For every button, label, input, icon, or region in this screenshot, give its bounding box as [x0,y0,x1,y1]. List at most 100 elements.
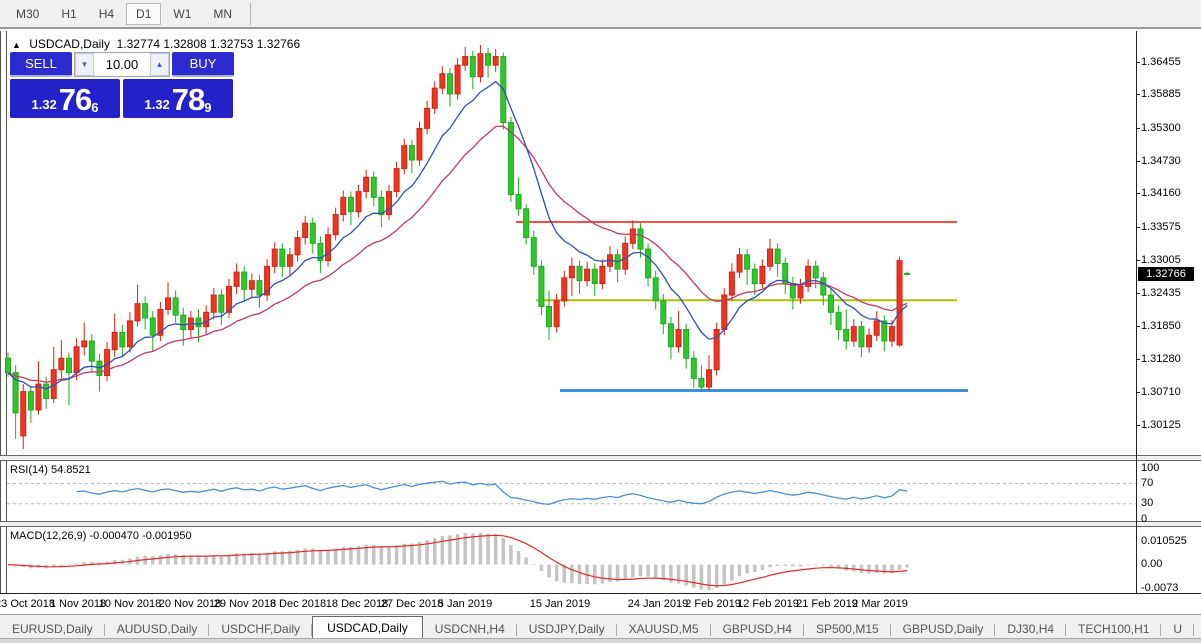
chart-tab-usdcnh-h4[interactable]: USDCNH,H4 [423,618,517,639]
candle [515,193,522,210]
macd-indicator-chart[interactable] [0,528,1201,593]
candle [591,268,598,285]
timeframe-button-h4[interactable]: H4 [98,6,115,21]
candle [149,317,156,336]
chart-tab-usdcad-daily[interactable]: USDCAD,Daily [312,616,423,639]
candle [797,285,804,299]
panel-splitter[interactable] [0,455,1201,461]
candle [111,331,118,351]
sell-price-pip: 6 [91,100,99,115]
candle [469,56,476,78]
panel-splitter[interactable] [0,521,1201,527]
chart-symbol-label: USDCAD,Daily [29,37,110,51]
macd-signal-line [7,534,908,587]
candle [58,357,65,371]
candle [652,277,659,302]
candle [210,294,217,313]
candle [568,265,575,279]
candle [309,222,316,244]
timeframe-button-h1[interactable]: H1 [61,6,77,21]
sell-quote[interactable]: 1.32 76 6 [10,79,120,118]
price-axis-tick [1136,392,1140,393]
chart-bottom-border [0,593,1201,594]
candle [706,369,713,388]
macd-axis-label: -0.0073 [1141,582,1179,594]
rsi-indicator-chart[interactable] [0,462,1201,521]
chart-tab-eurusd-daily[interactable]: EURUSD,Daily [0,618,105,639]
volume-decrease-icon[interactable]: ▼ [75,53,94,76]
chart-tab-gbpusd-h4[interactable]: GBPUSD,H4 [711,618,805,639]
date-axis-label: 8 Dec 2018 [269,598,327,610]
candle [65,357,72,374]
timeframe-button-mn[interactable]: MN [213,6,233,21]
volume-input[interactable]: 10.00 [105,57,139,72]
candle [827,294,834,313]
candle [767,248,773,267]
price-axis-tick [1136,293,1140,294]
candle [332,214,339,236]
candle [126,320,133,348]
chart-tab-u[interactable]: U [1161,618,1194,639]
timeframe-button-w1[interactable]: W1 [173,6,192,21]
candle [73,346,80,374]
candle [858,326,865,348]
sell-price-small: 1.32 [31,97,57,112]
tab-scroll-left-icon[interactable]: ◂ [1194,622,1201,633]
buy-price-big: 78 [171,82,205,117]
rsi-axis-label: 70 [1141,477,1154,489]
chart-tab-xauusd-m5[interactable]: XAUUSD,M5 [617,618,711,639]
chart-tab-dj30-h4[interactable]: DJ30,H4 [995,618,1066,639]
collapse-panel-icon[interactable]: ▲ [12,40,21,50]
candle [881,320,888,342]
timeframe-button-d1[interactable]: D1 [126,2,162,25]
chart-tab-gbpusd-daily[interactable]: GBPUSD,Daily [891,618,996,639]
ma-slow-line [7,125,908,383]
chart-tab-tech100-h1[interactable]: TECH100,H1 [1066,618,1162,639]
candle [530,237,537,267]
candle [507,122,514,195]
chart-tab-audusd-daily[interactable]: AUDUSD,Daily [105,618,210,639]
candle [43,383,50,399]
date-axis-label: 27 Dec 2018 [380,598,444,610]
chart-tab-sp500-m15[interactable]: SP500,M15 [804,618,891,639]
volume-increase-icon[interactable]: ▲ [150,53,169,76]
candle [850,326,857,342]
candle [446,73,453,95]
candle [81,340,88,348]
price-axis-label: 1.30125 [1141,419,1181,431]
chart-tab-usdchf-daily[interactable]: USDCHF,Daily [209,618,312,639]
candle [370,176,377,198]
candle [157,308,164,336]
rsi-line [76,480,908,506]
date-axis-label: 18 Dec 2018 [325,598,389,610]
candle [378,196,385,216]
candle [546,306,553,328]
candle [660,300,667,325]
candle [134,303,141,322]
current-price-badge: 1.32766 [1138,267,1194,281]
chart-left-border [6,31,7,593]
price-axis-label: 1.33575 [1141,221,1181,233]
date-axis-label: 23 Oct 2018 [0,598,55,610]
sell-price-big: 76 [58,82,92,117]
candle [317,242,324,262]
sell-button[interactable]: SELL [10,52,72,77]
buy-quote[interactable]: 1.32 78 9 [123,79,233,118]
candle [759,265,766,285]
price-axis-tick [1136,260,1140,261]
candle [805,265,812,287]
axis-separator-line [1136,31,1137,593]
timeframe-button-m30[interactable]: M30 [16,6,40,21]
candle [408,145,415,161]
chart-tab-usdjpy-daily[interactable]: USDJPY,Daily [517,618,617,639]
candle [424,107,431,129]
price-axis-tick [1136,94,1140,95]
buy-button[interactable]: BUY [172,52,234,77]
price-axis-label: 1.34160 [1141,187,1181,199]
candle [401,145,408,170]
candle [241,271,248,290]
price-axis-tick [1136,326,1140,327]
date-axis-label: 2 Feb 2019 [685,598,741,610]
candle [88,340,95,362]
